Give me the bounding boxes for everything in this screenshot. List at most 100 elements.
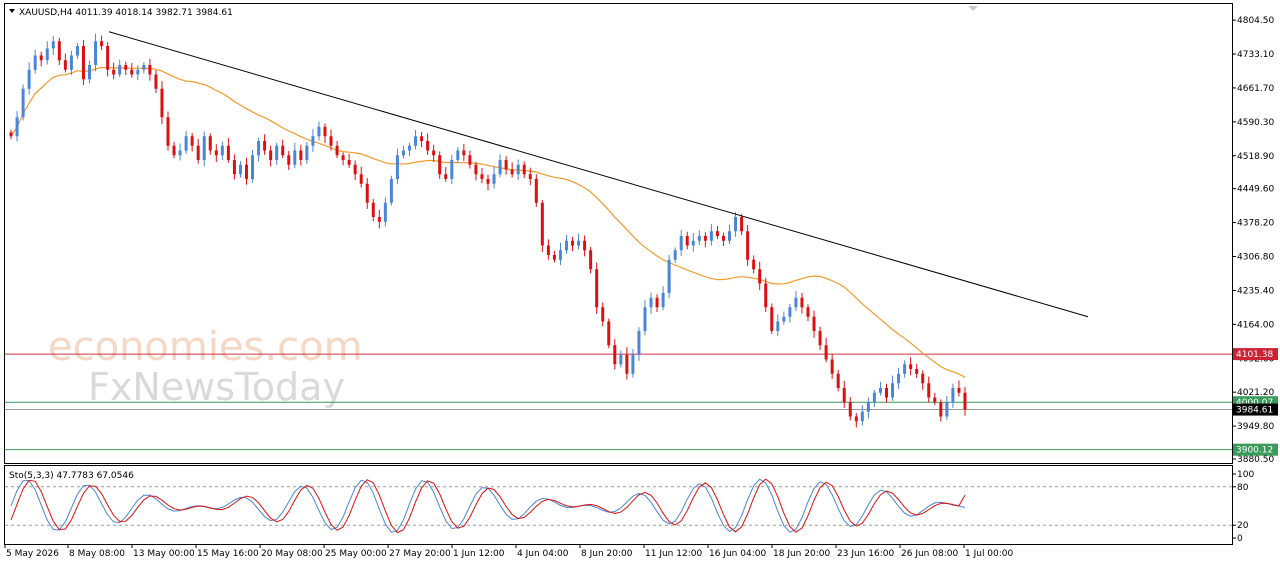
candle-body <box>516 164 520 175</box>
time-tick-label: 16 Jun 04:00 <box>709 549 766 559</box>
candle-body <box>571 240 575 246</box>
candle-body <box>486 178 490 184</box>
current-price-tag-label: 3984.61 <box>1236 406 1273 416</box>
candle-body <box>251 155 255 179</box>
candle-body <box>697 235 701 241</box>
candle-body <box>558 250 562 260</box>
candle-body <box>257 140 261 156</box>
candle-body <box>504 159 508 170</box>
candle-body <box>564 240 568 251</box>
price-tick-label: 4661.70 <box>1237 84 1274 94</box>
candle-body <box>776 321 780 331</box>
candle-body <box>830 359 834 374</box>
candle-body <box>703 235 707 241</box>
candle-body <box>220 145 224 156</box>
candle-body <box>534 178 538 203</box>
candle-body <box>752 259 756 270</box>
price-tick-label: 3880.50 <box>1237 455 1274 465</box>
candle-body <box>142 64 146 70</box>
candle-body <box>812 316 816 331</box>
candle-body <box>63 60 67 70</box>
candle-body <box>311 136 315 146</box>
candle-body <box>112 69 116 75</box>
candle-body <box>39 55 43 61</box>
horizontal-levels <box>5 353 1232 451</box>
candle-body <box>263 140 267 151</box>
candle-body <box>601 307 605 322</box>
candle-body <box>353 164 357 175</box>
candle-body <box>426 140 430 151</box>
candle-body <box>196 145 200 160</box>
candle-body <box>462 150 466 156</box>
time-tick-label: 23 Jun 16:00 <box>837 549 894 559</box>
candle-body <box>673 250 677 260</box>
trendline-segment <box>108 31 1089 318</box>
candle-body <box>878 387 882 393</box>
candle-body <box>540 202 544 246</box>
candle-body <box>238 164 242 175</box>
candlestick-series <box>9 33 967 428</box>
candle-body <box>927 383 931 398</box>
candle-body <box>800 297 804 308</box>
candle-body <box>450 159 454 179</box>
time-tick-label: 1 Jun 12:00 <box>453 549 505 559</box>
candle-body <box>625 354 629 374</box>
candle-body <box>915 368 919 374</box>
candle-body <box>347 159 351 165</box>
price-tick-label: 4021.20 <box>1237 388 1274 398</box>
candle-body <box>607 321 611 346</box>
candle-body <box>33 55 37 70</box>
chart-shift-icon[interactable] <box>968 6 978 11</box>
stoch-signal-line <box>10 478 966 534</box>
candle-body <box>577 240 581 246</box>
time-tick-label: 20 May 08:00 <box>261 549 323 559</box>
main-price-panel[interactable] <box>4 3 1233 464</box>
stoch-tick-label: 0 <box>1237 534 1243 544</box>
candle-body <box>583 240 587 251</box>
candle-body <box>661 292 665 308</box>
candle-body <box>94 41 98 65</box>
candle-body <box>456 150 460 160</box>
candle-body <box>619 354 623 365</box>
candle-body <box>232 159 236 175</box>
candle-body <box>474 164 478 175</box>
candle-body <box>957 387 961 393</box>
candle-body <box>746 231 750 260</box>
price-tick-label: 4378.20 <box>1237 219 1274 229</box>
time-tick-label: 25 May 00:00 <box>325 549 387 559</box>
candle-body <box>909 364 913 369</box>
candle-body <box>921 373 925 384</box>
candle-body <box>444 174 448 179</box>
trendline[interactable] <box>108 31 1089 318</box>
candle-body <box>335 145 339 156</box>
candle-body <box>408 145 412 151</box>
candle-body <box>522 164 526 175</box>
time-tick-label: 15 May 16:00 <box>197 549 259 559</box>
candle-body <box>190 136 194 146</box>
candle-body <box>88 64 92 80</box>
price-tick-label: 4164.00 <box>1237 320 1274 330</box>
candle-body <box>184 136 188 151</box>
candle-body <box>631 354 635 374</box>
candle-body <box>69 55 73 70</box>
level-4000-tag-label: 4000.07 <box>1236 398 1273 408</box>
candle-body <box>649 297 653 308</box>
candle-body <box>377 216 381 222</box>
candle-body <box>794 297 798 308</box>
stochastic-panel[interactable] <box>4 465 1233 545</box>
candle-body <box>395 155 399 179</box>
candle-body <box>897 373 901 384</box>
candle-body <box>468 155 472 165</box>
candle-body <box>595 269 599 308</box>
candle-body <box>432 150 436 156</box>
candle-body <box>842 387 846 403</box>
candle-body <box>27 69 31 89</box>
candle-body <box>305 145 309 160</box>
ma-line <box>10 66 966 378</box>
candle-body <box>552 254 556 260</box>
symbol-dropdown-icon[interactable] <box>9 9 15 13</box>
candle-body <box>963 392 967 410</box>
candle-body <box>45 48 49 61</box>
